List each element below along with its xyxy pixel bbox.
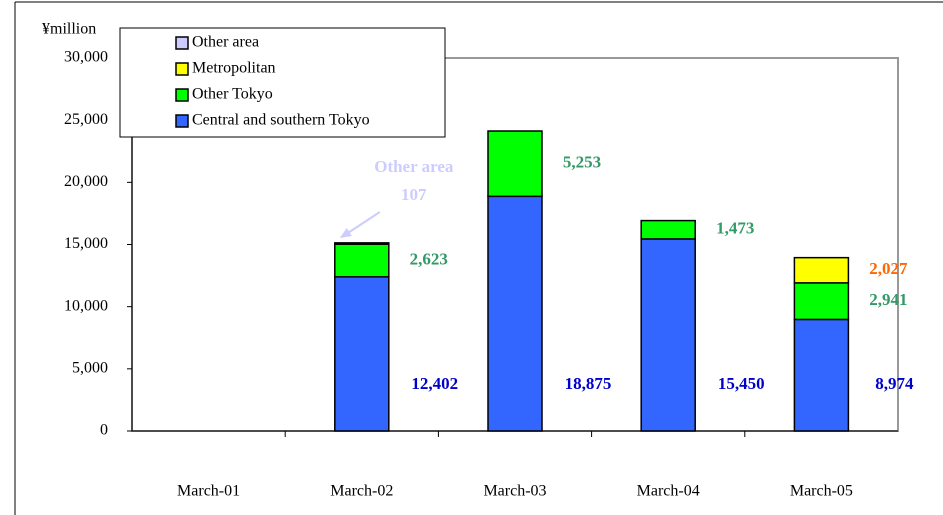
bar-segment (640, 238, 696, 432)
legend-swatch (175, 62, 189, 76)
annotation-name: Other area (374, 157, 454, 176)
data-label: 18,875 (565, 374, 612, 393)
data-label: 1,473 (716, 219, 754, 238)
bar-segment (334, 276, 390, 432)
legend-label: Other Tokyo (192, 86, 273, 103)
annotation-arrowhead (339, 228, 352, 238)
bar-segment (487, 195, 543, 432)
data-label: 2,623 (410, 249, 448, 268)
data-label: 2,941 (869, 290, 907, 309)
y-tick-label: 30,000 (64, 49, 108, 66)
data-label: 12,402 (411, 374, 458, 393)
legend-label: Metropolitan (192, 60, 276, 77)
legend-swatch (175, 88, 189, 102)
bar-segment (640, 219, 696, 240)
y-tick-label: 15,000 (64, 235, 108, 252)
x-tick-label: March-05 (790, 483, 853, 500)
data-label: 15,450 (718, 374, 765, 393)
data-label: 5,253 (563, 153, 601, 172)
bar-segment (487, 130, 543, 198)
data-label: 2,027 (869, 259, 908, 278)
y-axis-label: ¥million (42, 21, 96, 38)
legend-label: Other area (192, 34, 259, 51)
legend-swatch (175, 114, 189, 128)
y-tick-label: 25,000 (64, 111, 108, 128)
bar-segment (334, 243, 390, 278)
x-tick-label: March-03 (483, 483, 546, 500)
legend-label: Central and southern Tokyo (192, 112, 370, 129)
x-tick-label: March-01 (177, 483, 240, 500)
bar-segment (334, 242, 390, 245)
x-tick-label: March-04 (637, 483, 700, 500)
data-label: 8,974 (875, 374, 914, 393)
y-tick-label: 0 (100, 422, 108, 439)
y-tick-label: 20,000 (64, 173, 108, 190)
legend-box (119, 27, 446, 138)
y-tick-label: 5,000 (72, 360, 108, 377)
bar-segment (793, 282, 850, 321)
bar-segment (793, 256, 850, 284)
y-tick-label: 10,000 (64, 297, 108, 314)
x-tick-label: March-02 (330, 483, 393, 500)
legend-swatch (175, 36, 189, 50)
data-label: 107 (401, 185, 427, 204)
bar-segment (793, 318, 850, 432)
